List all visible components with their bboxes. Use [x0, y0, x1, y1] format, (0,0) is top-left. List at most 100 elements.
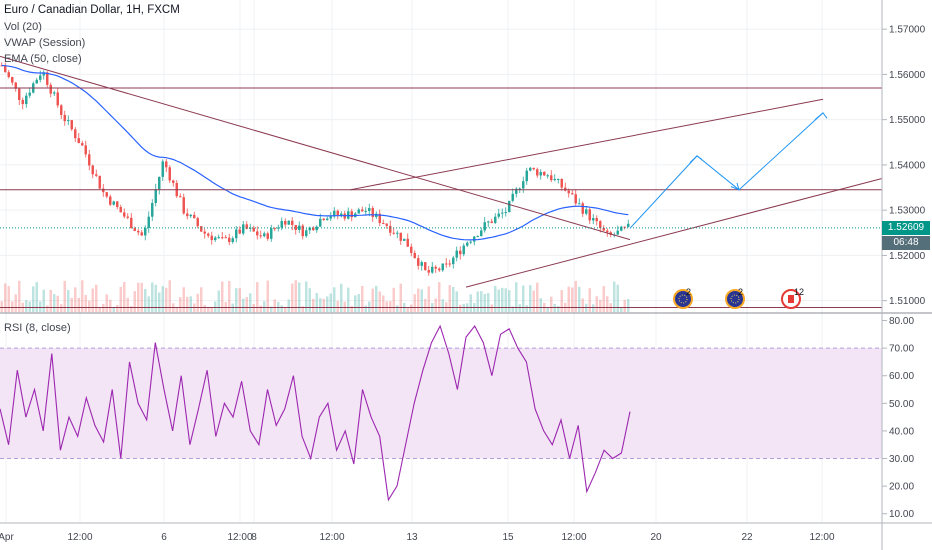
volume-bar	[578, 286, 581, 312]
candle-body	[126, 216, 129, 218]
candle-body	[25, 95, 28, 105]
candle-body	[392, 232, 395, 234]
event-marker[interactable]: 12	[780, 287, 806, 312]
volume-bar	[56, 295, 59, 312]
volume-bar	[189, 296, 192, 312]
candle-body	[539, 171, 542, 176]
candle-body	[49, 84, 52, 94]
volume-bar	[63, 280, 66, 312]
candle-body	[252, 227, 255, 232]
candle-body	[431, 266, 434, 273]
candle-body	[46, 72, 49, 85]
event-marker[interactable]: 2	[672, 287, 698, 312]
volume-bar	[294, 280, 297, 312]
volume-bar	[441, 299, 444, 312]
volume-bar	[46, 305, 49, 312]
candle-body	[340, 213, 343, 216]
candle-body	[315, 226, 318, 231]
volume-bar	[560, 290, 563, 312]
volume-bar	[7, 286, 10, 312]
candle-body	[473, 236, 476, 242]
volume-bar	[382, 295, 385, 312]
candle-body	[256, 231, 259, 236]
projection-arrowhead	[689, 155, 703, 164]
candle-body	[294, 224, 297, 230]
volume-bar	[228, 280, 231, 312]
candle-body	[63, 114, 66, 122]
candle-body	[154, 189, 157, 203]
volume-bar	[315, 293, 318, 312]
candle-body	[452, 257, 455, 265]
event-marker[interactable]: 2	[724, 287, 750, 312]
volume-bar	[312, 298, 315, 312]
trendline	[349, 98, 824, 191]
candle-body	[364, 211, 367, 213]
candle-body	[497, 213, 500, 217]
candle-body	[179, 196, 182, 198]
candle-body	[459, 250, 462, 255]
candle-body	[263, 233, 266, 237]
volume-bar	[252, 304, 255, 312]
rsi-tick-label: 50.00	[889, 399, 914, 410]
candle-body	[616, 230, 619, 235]
candle-body	[7, 72, 10, 78]
volume-bar	[532, 290, 535, 312]
volume-bar	[350, 306, 353, 312]
volume-bar	[42, 289, 45, 312]
volume-bar	[158, 292, 161, 312]
candle-body	[291, 220, 294, 225]
volume-bar	[413, 294, 416, 312]
volume-bar	[91, 288, 94, 312]
volume-bar	[452, 286, 455, 312]
rsi-tick-label: 70.00	[889, 344, 914, 355]
volume-bar	[308, 288, 311, 312]
volume-bar	[49, 289, 52, 312]
candle-body	[158, 176, 161, 190]
candle-body	[445, 263, 448, 265]
candle-body	[581, 203, 584, 214]
last-price-badge: 1.52609	[882, 220, 930, 235]
price-tick-label: 1.51000	[889, 296, 926, 307]
candle-body	[74, 129, 77, 139]
volume-bar	[186, 296, 189, 312]
volume-bar	[161, 286, 164, 312]
volume-bar	[385, 301, 388, 312]
time-tick-label: 8	[251, 532, 257, 543]
candle-body	[224, 237, 227, 239]
time-tick-label: 6	[161, 532, 167, 543]
volume-bar	[175, 307, 178, 312]
volume-bar	[399, 283, 402, 312]
candle-body	[221, 237, 224, 239]
volume-bar	[298, 282, 301, 312]
candle-body	[210, 235, 213, 241]
volume-bar	[140, 282, 143, 312]
candle-body	[480, 230, 483, 237]
candle-body	[60, 105, 63, 115]
candle-body	[378, 213, 381, 224]
volume-bar	[550, 296, 553, 312]
candle-body	[322, 218, 325, 221]
volume-bar	[529, 285, 532, 312]
volume-bar	[518, 304, 521, 312]
candle-body	[196, 218, 199, 227]
candle-body	[620, 226, 623, 231]
volume-bar	[525, 305, 528, 312]
candle-body	[550, 175, 553, 181]
volume-bar	[490, 304, 493, 312]
volume-bar	[434, 298, 437, 312]
candle-body	[385, 223, 388, 226]
volume-bar	[448, 285, 451, 312]
candle-body	[280, 220, 283, 228]
candle-body	[585, 209, 588, 214]
time-tick-label: 12:00	[227, 532, 252, 543]
volume-bar	[396, 305, 399, 312]
price-tick-label: 1.56000	[889, 70, 926, 81]
candle-body	[182, 197, 185, 214]
volume-bar	[35, 282, 38, 312]
price-tick-label: 1.54000	[889, 160, 926, 171]
volume-bar	[280, 305, 283, 312]
candle-body	[298, 225, 301, 230]
volume-bar	[53, 294, 56, 312]
rsi-tick-label: 40.00	[889, 426, 914, 437]
